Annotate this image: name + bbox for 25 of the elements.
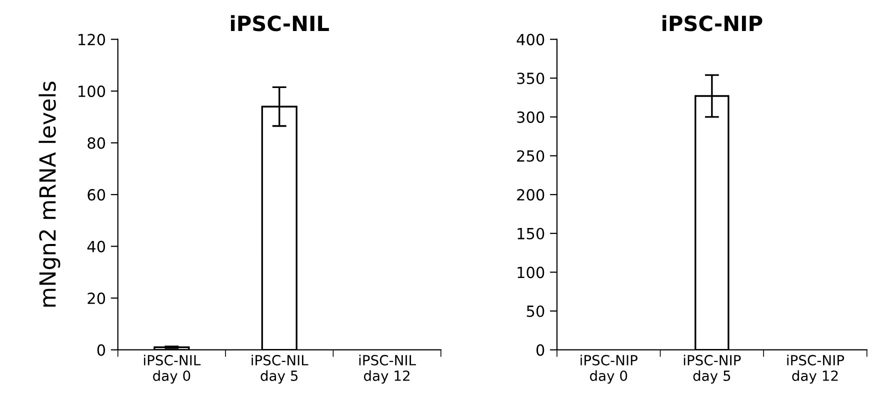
y-tick-label: 100 (518, 266, 544, 278)
y-tick-label: 80 (88, 137, 106, 149)
x-tick-label: iPSC-NIP day 5 (684, 354, 741, 384)
x-tick-label: iPSC-NIL day 0 (144, 354, 201, 384)
chart-title: iPSC-NIP (662, 15, 762, 32)
y-tick-label: 0 (97, 344, 106, 356)
y-tick-label: 20 (88, 292, 106, 304)
y-tick-label: 300 (517, 111, 544, 123)
y-tick-label: 120 (78, 34, 106, 46)
x-tick-label: iPSC-NIP day 0 (580, 354, 638, 384)
y-tick-label: 100 (78, 86, 106, 98)
chart-title: iPSC-NIL (230, 15, 329, 32)
x-tick-label: iPSC-NIL day 12 (359, 354, 416, 384)
y-tick-label: 50 (526, 305, 544, 318)
y-tick-label: 200 (517, 189, 544, 201)
y-tick-label: 250 (517, 150, 544, 162)
y-tick-label: 350 (517, 72, 544, 84)
y-axis-title: mNgn2 mRNA levels (38, 82, 60, 307)
x-tick-label: iPSC-NIP day 12 (787, 354, 844, 384)
y-tick-label: 0 (536, 344, 544, 356)
x-tick-label: iPSC-NIL day 5 (252, 354, 308, 384)
y-tick-label: 400 (516, 34, 544, 46)
y-tick-label: 40 (87, 240, 106, 252)
y-tick-label: 60 (88, 189, 106, 201)
y-tick-label: 150 (518, 228, 544, 240)
